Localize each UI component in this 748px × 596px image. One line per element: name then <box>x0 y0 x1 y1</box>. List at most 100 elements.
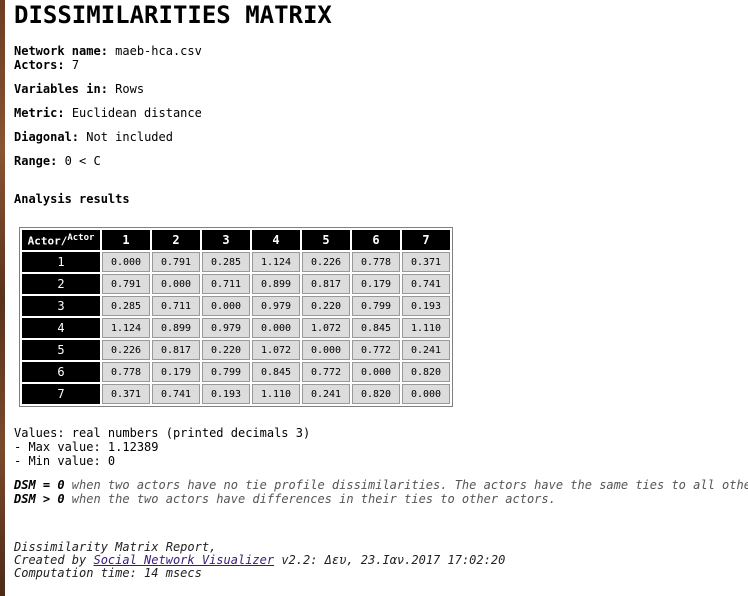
table-row: 2 0.791 0.000 0.711 0.899 0.817 0.179 0.… <box>22 274 450 294</box>
matrix-cell: 0.000 <box>302 340 350 360</box>
matrix-cell: 0.000 <box>402 384 450 404</box>
diagonal-value: Not included <box>86 130 173 144</box>
range-value: 0 < C <box>64 154 101 168</box>
matrix-cell: 0.226 <box>302 252 350 272</box>
column-header: 4 <box>252 230 300 250</box>
legend-dsm-zero-key: DSM = 0 <box>14 478 65 492</box>
network-name-line: Network name: maeb-hca.csv <box>14 44 202 58</box>
matrix-cell: 0.285 <box>202 252 250 272</box>
column-header: 2 <box>152 230 200 250</box>
matrix-cell: 0.241 <box>302 384 350 404</box>
matrix-cell: 1.124 <box>252 252 300 272</box>
matrix-cell: 0.741 <box>402 274 450 294</box>
matrix-cell: 0.817 <box>152 340 200 360</box>
matrix-cell: 0.000 <box>102 252 150 272</box>
row-header: 1 <box>22 252 100 272</box>
matrix-cell: 0.226 <box>102 340 150 360</box>
metric-value: Euclidean distance <box>71 106 202 120</box>
network-name-label: Network name: <box>14 44 108 58</box>
variables-label: Variables in: <box>14 82 108 96</box>
footer-created-by: Created by Social Network Visualizer v2.… <box>14 553 505 567</box>
column-header: 6 <box>352 230 400 250</box>
matrix-corner-header: Actor/Actor <box>22 230 100 250</box>
table-row: 3 0.285 0.711 0.000 0.979 0.220 0.799 0.… <box>22 296 450 316</box>
matrix-cell: 1.072 <box>302 318 350 338</box>
footer-created-suffix: v2.2: Δευ, 23.Ιαν.2017 17:02:20 <box>274 553 506 567</box>
matrix-cell: 0.179 <box>152 362 200 382</box>
range-label: Range: <box>14 154 58 168</box>
column-header: 5 <box>302 230 350 250</box>
matrix-cell: 0.799 <box>352 296 400 316</box>
diagonal-label: Diagonal: <box>14 130 80 144</box>
matrix-cell: 1.110 <box>252 384 300 404</box>
row-header: 7 <box>22 384 100 404</box>
legend-dsm-positive-text: when the two actors have differences in … <box>64 492 556 506</box>
matrix-cell: 0.772 <box>302 362 350 382</box>
matrix-cell: 0.845 <box>252 362 300 382</box>
matrix-cell: 0.778 <box>102 362 150 382</box>
matrix-cell: 0.000 <box>252 318 300 338</box>
dissimilarity-matrix-table: Actor/Actor 1 2 3 4 5 6 7 1 0.000 0.791 … <box>19 227 453 407</box>
values-type-line: Values: real numbers (printed decimals 3… <box>14 426 311 440</box>
range-line: Range: 0 < C <box>14 154 101 168</box>
matrix-cell: 0.711 <box>202 274 250 294</box>
column-header: 1 <box>102 230 150 250</box>
footer-created-prefix: Created by <box>14 553 94 567</box>
matrix-cell: 0.778 <box>352 252 400 272</box>
matrix-cell: 0.791 <box>102 274 150 294</box>
matrix-cell: 0.193 <box>202 384 250 404</box>
legend-dsm-zero: DSM = 0 when two actors have no tie prof… <box>14 478 748 492</box>
matrix-cell: 0.817 <box>302 274 350 294</box>
footer-computation-time: Computation time: 14 msecs <box>14 566 202 580</box>
variables-value: Rows <box>115 82 145 96</box>
footer-report-name: Dissimilarity Matrix Report, <box>14 540 217 554</box>
matrix-cell: 0.845 <box>352 318 400 338</box>
matrix-cell: 0.899 <box>252 274 300 294</box>
actors-label: Actors: <box>14 58 65 72</box>
metric-line: Metric: Euclidean distance <box>14 106 202 120</box>
min-value-line: - Min value: 0 <box>14 454 116 468</box>
matrix-header-row: Actor/Actor 1 2 3 4 5 6 7 <box>22 230 450 250</box>
max-value-line: - Max value: 1.12389 <box>14 440 159 454</box>
row-header: 3 <box>22 296 100 316</box>
matrix-cell: 0.820 <box>352 384 400 404</box>
actors-value: 7 <box>71 58 80 72</box>
matrix-cell: 0.820 <box>402 362 450 382</box>
analysis-heading: Analysis results <box>14 192 130 206</box>
table-row: 4 1.124 0.899 0.979 0.000 1.072 0.845 1.… <box>22 318 450 338</box>
variables-line: Variables in: Rows <box>14 82 144 96</box>
matrix-cell: 0.220 <box>302 296 350 316</box>
matrix-cell: 0.371 <box>402 252 450 272</box>
page-title: DISSIMILARITIES MATRIX <box>14 1 332 29</box>
socnetv-link[interactable]: Social Network Visualizer <box>93 553 275 567</box>
legend-dsm-positive-key: DSM > 0 <box>14 492 65 506</box>
table-row: 5 0.226 0.817 0.220 1.072 0.000 0.772 0.… <box>22 340 450 360</box>
matrix-cell: 0.899 <box>152 318 200 338</box>
matrix-cell: 0.000 <box>352 362 400 382</box>
matrix-cell: 0.979 <box>202 318 250 338</box>
row-header: 6 <box>22 362 100 382</box>
matrix-cell: 0.979 <box>252 296 300 316</box>
window-edge-strip <box>0 0 5 596</box>
matrix-cell: 1.072 <box>252 340 300 360</box>
matrix-cell: 0.772 <box>352 340 400 360</box>
matrix-cell: 0.371 <box>102 384 150 404</box>
column-header: 3 <box>202 230 250 250</box>
matrix-cell: 0.241 <box>402 340 450 360</box>
metric-label: Metric: <box>14 106 65 120</box>
matrix-cell: 1.124 <box>102 318 150 338</box>
matrix-cell: 0.220 <box>202 340 250 360</box>
legend-dsm-zero-text: when two actors have no tie profile diss… <box>64 478 748 492</box>
legend-dsm-positive: DSM > 0 when the two actors have differe… <box>14 492 556 506</box>
matrix-cell: 1.110 <box>402 318 450 338</box>
matrix-cell: 0.193 <box>402 296 450 316</box>
table-row: 7 0.371 0.741 0.193 1.110 0.241 0.820 0.… <box>22 384 450 404</box>
actors-line: Actors: 7 <box>14 58 79 72</box>
matrix-cell: 0.799 <box>202 362 250 382</box>
matrix-cell: 0.285 <box>102 296 150 316</box>
matrix-cell: 0.791 <box>152 252 200 272</box>
diagonal-line: Diagonal: Not included <box>14 130 173 144</box>
row-header: 5 <box>22 340 100 360</box>
column-header: 7 <box>402 230 450 250</box>
network-name-value: maeb-hca.csv <box>115 44 202 58</box>
